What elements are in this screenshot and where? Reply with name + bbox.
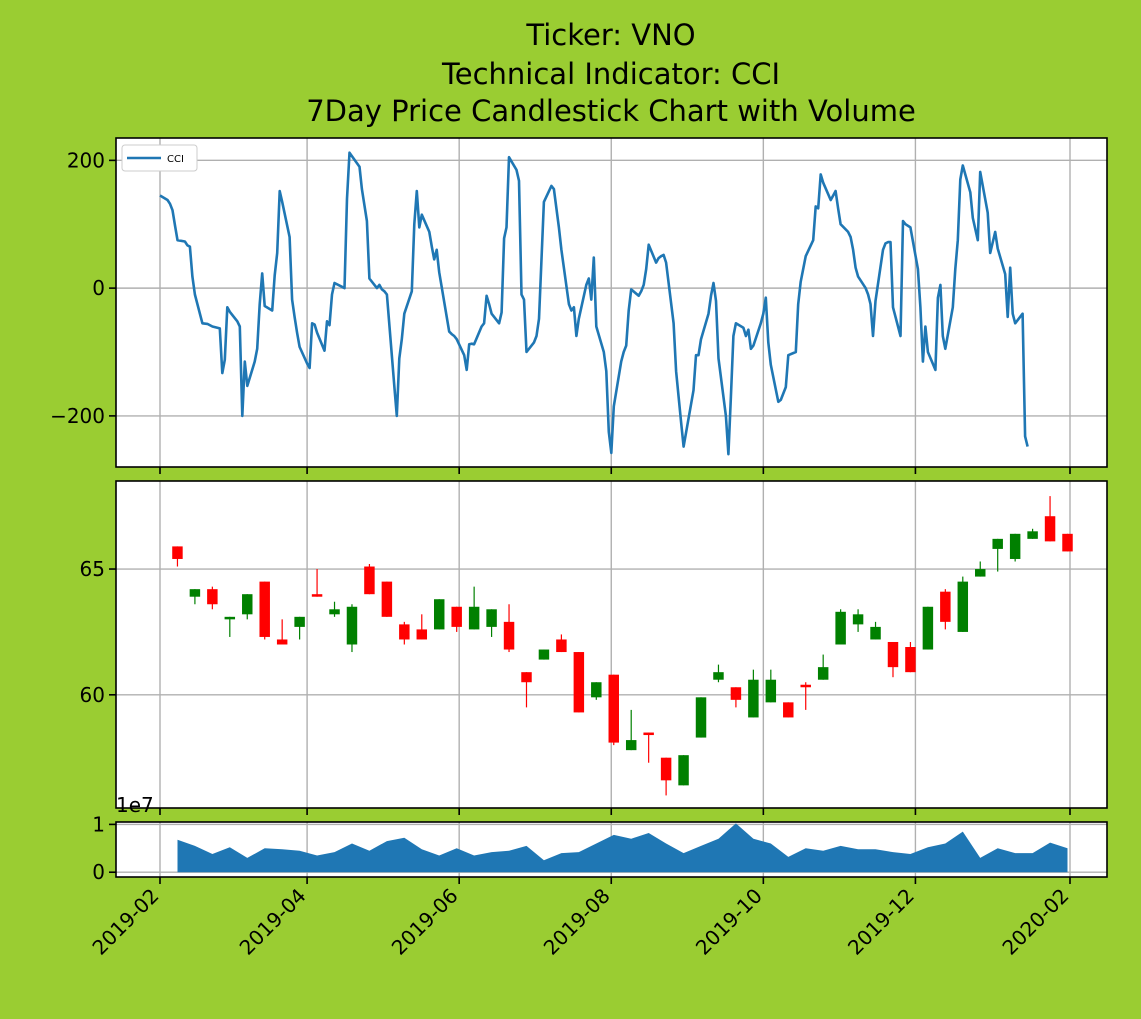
candle-body-40 xyxy=(870,626,881,640)
candle-body-16 xyxy=(451,606,462,627)
candle-body-17 xyxy=(468,606,480,630)
candle-body-6 xyxy=(276,639,288,645)
x-tick-label-4: 2019-10 xyxy=(691,884,767,960)
x-tick-label-5: 2019-12 xyxy=(843,884,919,960)
candle-body-8 xyxy=(311,594,323,597)
title-line-ticker: Ticker: VNO xyxy=(525,18,695,52)
candle-body-26 xyxy=(625,740,637,751)
cci-legend-label: CCI xyxy=(167,154,184,165)
cci-ytick-label-2: −200 xyxy=(50,404,105,428)
candle-body-3 xyxy=(224,616,236,620)
candle-body-21 xyxy=(538,649,550,660)
x-tick-label-1: 2019-04 xyxy=(235,884,311,960)
volume-ytick-label-0: 1 xyxy=(92,812,105,836)
candle-body-20 xyxy=(521,672,532,683)
candle-body-7 xyxy=(294,616,305,627)
cci-line xyxy=(159,151,1029,456)
candlestick-panel: 60 65 xyxy=(80,480,1108,815)
volume-ytick-label-1: 0 xyxy=(92,860,105,884)
candle-body-38 xyxy=(835,611,846,645)
candle-body-36 xyxy=(800,684,811,688)
candle-body-22 xyxy=(556,639,567,653)
volume-frame xyxy=(115,821,1108,878)
candle-body-1 xyxy=(189,589,201,597)
candle-body-28 xyxy=(660,757,672,781)
candle-body-45 xyxy=(957,581,969,632)
candle-body-29 xyxy=(678,755,689,786)
candle-body-18 xyxy=(486,609,497,627)
x-tick-label-0: 2019-02 xyxy=(87,884,163,960)
candle-body-12 xyxy=(381,581,393,617)
candle-body-35 xyxy=(783,702,794,718)
candle-body-44 xyxy=(940,591,951,622)
candle-body-32 xyxy=(730,687,742,700)
cci-ytick-label-0: 200 xyxy=(67,148,105,172)
title-line-indicator: Technical Indicator: CCI xyxy=(441,57,780,91)
candle-body-13 xyxy=(399,624,410,640)
candle-body-0 xyxy=(172,546,183,559)
candle-body-24 xyxy=(591,682,602,698)
volume-offset-label: 1e7 xyxy=(116,793,154,817)
x-tick-label-3: 2019-08 xyxy=(539,884,615,960)
candle-body-30 xyxy=(695,697,707,738)
candle-ytick-label-0: 60 xyxy=(80,683,105,707)
candle-body-49 xyxy=(1027,531,1038,539)
x-tick-label-2: 2019-06 xyxy=(387,884,463,960)
candle-body-2 xyxy=(207,589,218,605)
volume-panel: 1 0 1e7 xyxy=(92,793,1108,884)
candle-body-48 xyxy=(1009,533,1021,559)
x-axis: 2019-02 2019-04 2019-06 2019-08 2019-10 2019-… xyxy=(87,884,1073,960)
candle-frame xyxy=(115,480,1108,809)
candle-body-25 xyxy=(608,674,619,743)
candle-body-51 xyxy=(1062,533,1073,552)
cci-frame xyxy=(115,137,1108,468)
title-line-subtitle: 7Day Price Candlestick Chart with Volume xyxy=(306,94,916,128)
candle-body-19 xyxy=(503,621,515,650)
candle-body-15 xyxy=(433,599,445,630)
candle-body-31 xyxy=(713,672,724,680)
candle-body-4 xyxy=(242,594,253,615)
volume-area xyxy=(177,823,1068,873)
candle-body-33 xyxy=(748,679,759,718)
candle-body-10 xyxy=(346,606,358,645)
candle-body-23 xyxy=(573,652,585,713)
x-tick-label-6: 2020-02 xyxy=(997,884,1073,960)
candle-body-43 xyxy=(922,606,934,650)
candle-body-39 xyxy=(852,614,864,625)
candle-body-14 xyxy=(416,629,428,640)
candle-body-50 xyxy=(1044,516,1056,542)
candle-body-46 xyxy=(975,569,986,577)
candle-body-37 xyxy=(817,667,829,680)
chart-title: Ticker: VNO Technical Indicator: CCI 7Da… xyxy=(306,18,916,128)
candle-body-27 xyxy=(643,732,654,736)
cci-panel: 200 0 −200 CCI xyxy=(50,137,1108,474)
candle-body-9 xyxy=(329,609,340,615)
candle-ytick-label-1: 65 xyxy=(80,557,105,581)
candle-body-47 xyxy=(992,538,1003,549)
candle-body-11 xyxy=(364,566,375,595)
candle-body-34 xyxy=(765,679,777,703)
candle-body-41 xyxy=(887,641,899,668)
candle-body-5 xyxy=(259,581,270,637)
candle-body-42 xyxy=(905,647,916,673)
cci-ytick-label-1: 0 xyxy=(92,276,105,300)
